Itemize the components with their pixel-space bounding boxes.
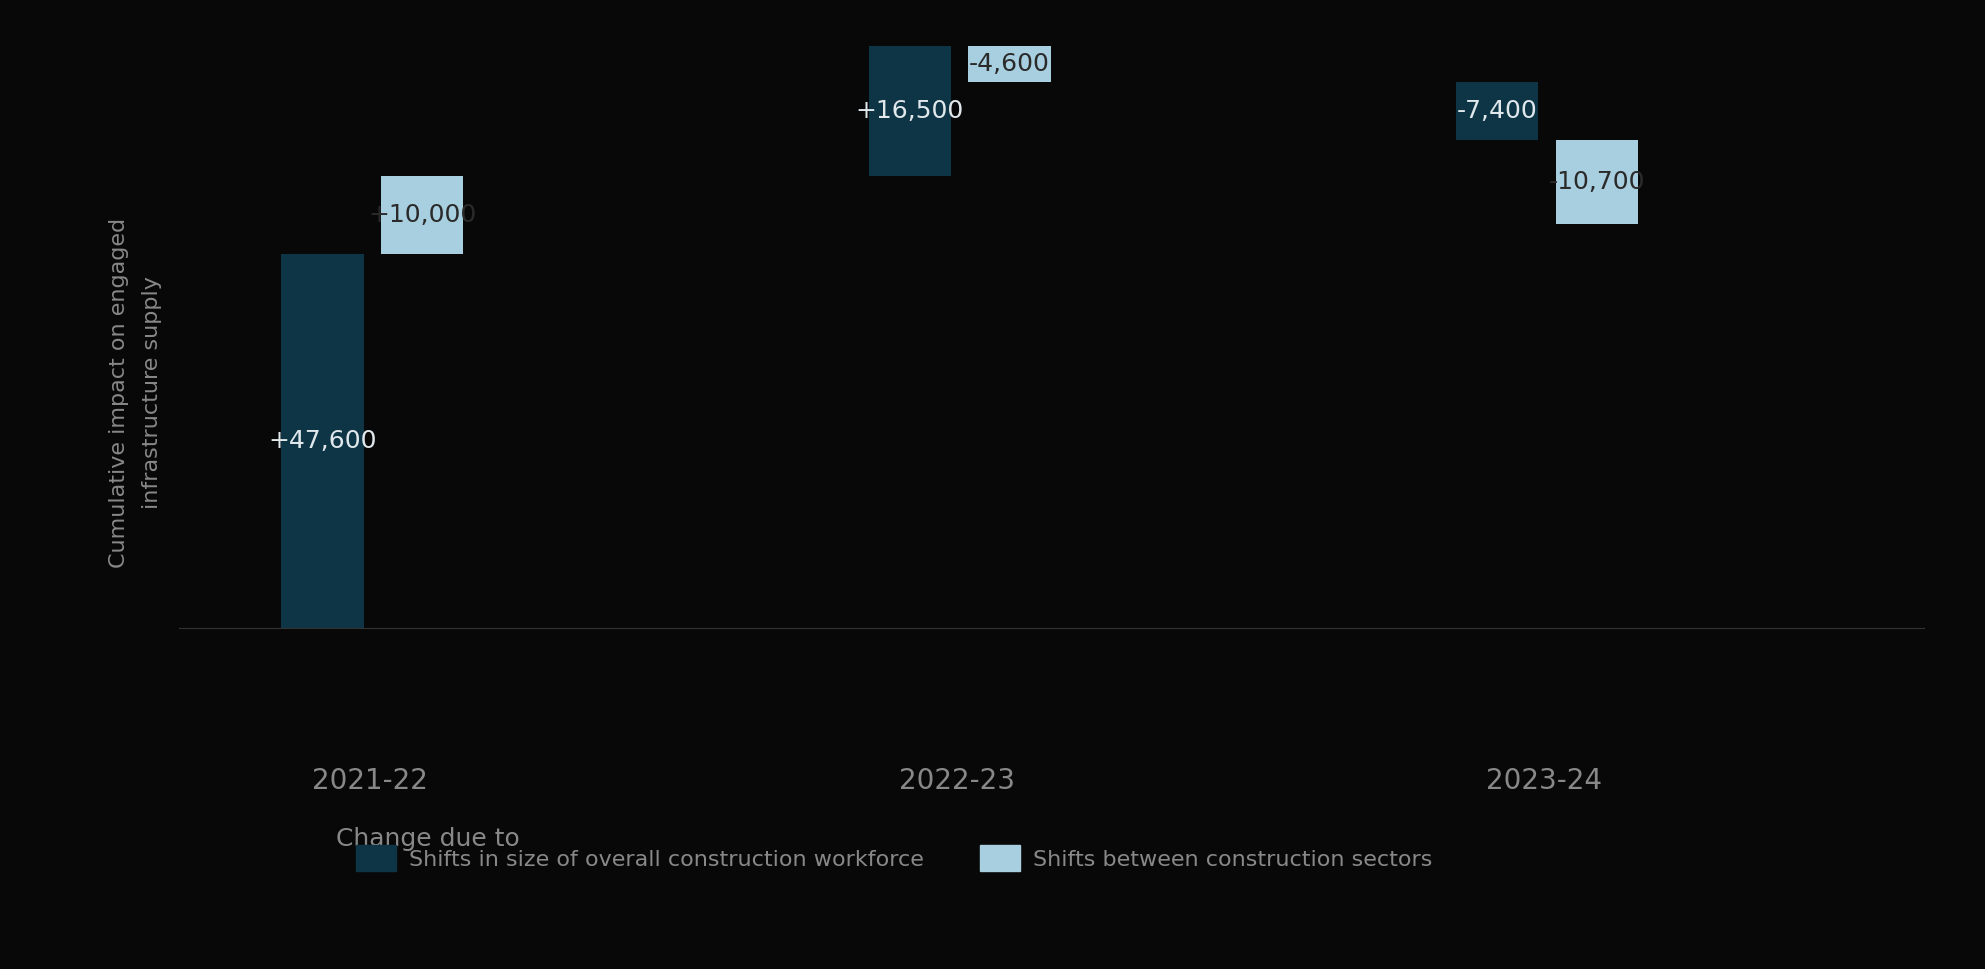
Y-axis label: Cumulative impact on engaged
infrastructure supply: Cumulative impact on engaged infrastruct… [109, 217, 163, 568]
Text: -7,400: -7,400 [1457, 99, 1536, 123]
Bar [282, 254, 363, 628]
Bar [869, 46, 951, 175]
Text: -4,600: -4,600 [969, 52, 1050, 76]
Text: +47,600: +47,600 [268, 429, 377, 453]
Legend: Shifts in size of overall construction workforce, Shifts between construction se: Shifts in size of overall construction w… [347, 836, 1441, 880]
Bar [381, 175, 463, 254]
Text: Change due to: Change due to [335, 828, 520, 852]
Text: +16,500: +16,500 [856, 99, 965, 123]
Text: +10,000: +10,000 [367, 203, 476, 227]
Text: -10,700: -10,700 [1548, 171, 1646, 194]
Bar [1556, 141, 1638, 224]
Bar [1455, 82, 1538, 141]
Bar [969, 46, 1050, 82]
